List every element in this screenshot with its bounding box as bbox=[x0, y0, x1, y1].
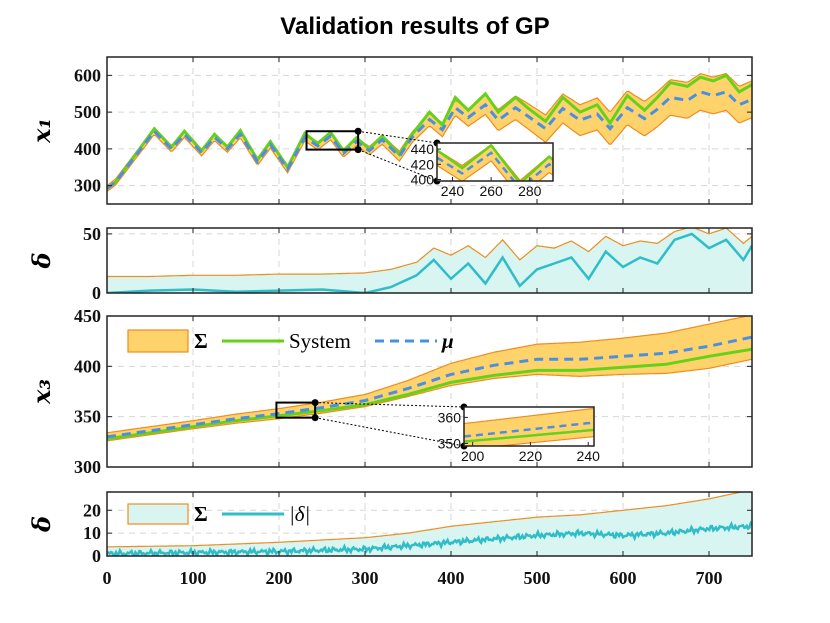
plot-area bbox=[107, 57, 752, 204]
panel-x3: 200 220 240 350 360 300 350 400 450 x₃ Σ System μ bbox=[27, 306, 753, 477]
inset-y-tick-label: 360 bbox=[438, 409, 462, 425]
inset-plot-area bbox=[464, 407, 594, 446]
y-tick-label: 300 bbox=[74, 457, 101, 477]
axes-frame bbox=[106, 227, 753, 294]
panel-delta3: 0 10 20 δ Σ |δ| bbox=[27, 491, 753, 566]
y-tick-label: 450 bbox=[74, 306, 101, 326]
x-tick-label: 400 bbox=[438, 568, 465, 588]
x-tick-label: 200 bbox=[266, 568, 293, 588]
x-tick-label: 500 bbox=[524, 568, 551, 588]
plot-area bbox=[107, 228, 752, 293]
axes-frame bbox=[106, 491, 753, 557]
legend-sigma-swatch bbox=[127, 503, 189, 525]
x-tick-label: 700 bbox=[696, 568, 723, 588]
zoom-connector bbox=[315, 417, 465, 447]
sigma-band bbox=[107, 73, 752, 192]
zoom-connector bbox=[315, 402, 465, 408]
y-tick-label: 400 bbox=[74, 139, 101, 159]
inset-sigma-band bbox=[464, 408, 594, 446]
y-tick-label: 600 bbox=[74, 65, 101, 85]
abs-delta-line bbox=[107, 232, 752, 293]
mean-line bbox=[107, 90, 752, 190]
y-axis-label: x₁ bbox=[27, 118, 56, 144]
zoom-connector bbox=[358, 130, 438, 144]
abs-delta-line bbox=[107, 520, 752, 556]
legend-sigma-label: Σ bbox=[194, 502, 208, 526]
inset-sigma-lower-edge bbox=[492, 436, 594, 446]
plot-area bbox=[107, 492, 752, 556]
legend-delta-label: |δ| bbox=[289, 502, 310, 526]
inset-x-tick-label: 200 bbox=[461, 448, 485, 464]
inset-y-tick-label: 400 bbox=[411, 171, 435, 187]
legend-sigma-label: Σ bbox=[194, 329, 208, 353]
y-tick-label: 500 bbox=[74, 102, 101, 122]
inset-y-tick-label: 420 bbox=[411, 156, 435, 172]
legend-system-label: System bbox=[289, 329, 351, 353]
legend-mean-label: μ bbox=[441, 329, 454, 353]
y-tick-label: 50 bbox=[83, 224, 101, 244]
inset-sigma-band bbox=[437, 144, 553, 181]
y-tick-label: 20 bbox=[83, 500, 101, 520]
zoom-marker bbox=[311, 414, 319, 422]
sigma-edge bbox=[107, 492, 745, 548]
inset-x-tick-label: 220 bbox=[519, 448, 543, 464]
sigma-upper-edge bbox=[107, 316, 751, 434]
zoom-marker bbox=[354, 127, 362, 135]
y-tick-label: 0 bbox=[92, 283, 101, 303]
zoom-box bbox=[305, 130, 360, 151]
x-tick-label: 600 bbox=[610, 568, 637, 588]
inset-x3: 200 220 240 350 360 bbox=[438, 406, 601, 464]
y-axis-label: δ bbox=[27, 516, 56, 533]
inset-plot-area bbox=[437, 143, 553, 181]
inset-system-line bbox=[437, 143, 553, 181]
panel-delta1: 0 50 δ bbox=[27, 224, 753, 303]
x-tick-label: 100 bbox=[180, 568, 207, 588]
system-line bbox=[107, 347, 752, 441]
x-tick-label: 300 bbox=[352, 568, 379, 588]
legend-sigma-swatch bbox=[127, 329, 189, 353]
inset-sigma-upper-edge bbox=[464, 407, 594, 425]
y-tick-label: 0 bbox=[92, 546, 101, 566]
sigma-band bbox=[107, 316, 752, 441]
inset-y-tick-label: 440 bbox=[411, 141, 435, 157]
sigma-area bbox=[107, 228, 752, 293]
plot-area bbox=[107, 316, 752, 467]
inset-x-tick-label: 240 bbox=[577, 448, 601, 464]
mean-line bbox=[107, 335, 752, 439]
sigma-lower-edge bbox=[107, 109, 752, 192]
axes-frame bbox=[106, 56, 753, 205]
inset-x-tick-label: 240 bbox=[441, 183, 465, 199]
inset-x-tick-label: 260 bbox=[479, 183, 503, 199]
zoom-marker bbox=[354, 146, 362, 154]
axes-frame bbox=[106, 315, 753, 468]
y-tick-label: 10 bbox=[83, 523, 101, 543]
y-tick-label: 400 bbox=[74, 356, 101, 376]
sigma-lower-edge bbox=[107, 358, 752, 442]
inset-x-tick-label: 280 bbox=[518, 183, 542, 199]
y-tick-label: 300 bbox=[74, 176, 101, 196]
inset-system-line bbox=[464, 428, 594, 443]
legend: Σ System μ bbox=[127, 329, 454, 353]
inset-y-tick-label: 350 bbox=[438, 435, 462, 451]
inset-frame bbox=[436, 142, 554, 182]
y-tick-label: 350 bbox=[74, 407, 101, 427]
zoom-marker bbox=[311, 399, 319, 407]
inset-frame bbox=[463, 406, 595, 447]
legend: Σ |δ| bbox=[127, 502, 310, 526]
x-tick-label: 0 bbox=[103, 568, 112, 588]
y-axis-label: x₃ bbox=[27, 379, 56, 405]
inset-mean-line bbox=[464, 421, 594, 438]
chart-title: Validation results of GP bbox=[280, 13, 549, 40]
sigma-area bbox=[107, 492, 752, 556]
zoom-box bbox=[275, 401, 317, 419]
inset-sigma-lower-edge bbox=[437, 160, 553, 181]
sigma-edge bbox=[107, 228, 752, 278]
y-axis-label: δ bbox=[27, 252, 56, 269]
